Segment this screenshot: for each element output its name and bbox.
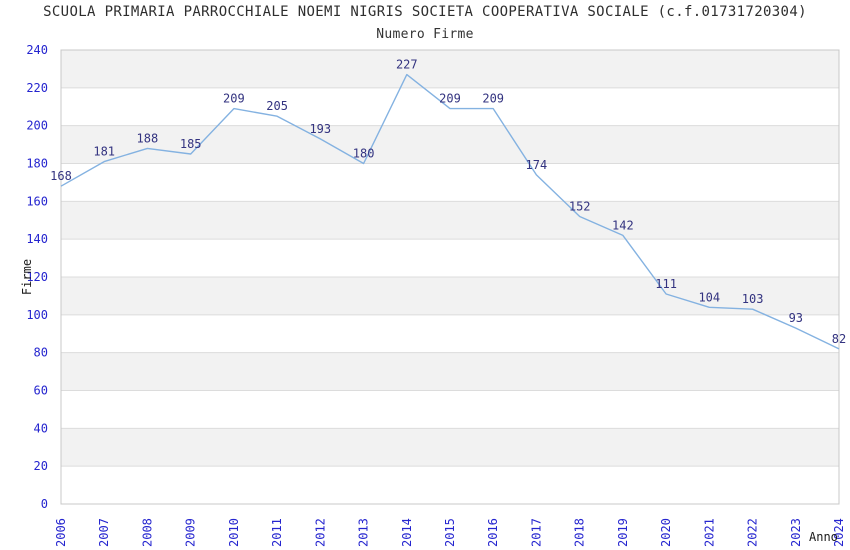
svg-text:80: 80 — [34, 346, 48, 360]
svg-text:188: 188 — [137, 131, 159, 145]
svg-text:185: 185 — [180, 137, 202, 151]
svg-text:2020: 2020 — [659, 518, 673, 547]
svg-text:103: 103 — [742, 292, 764, 306]
svg-text:193: 193 — [309, 122, 331, 136]
svg-text:220: 220 — [26, 81, 48, 95]
svg-text:152: 152 — [569, 200, 591, 214]
svg-text:93: 93 — [789, 311, 803, 325]
svg-text:2006: 2006 — [54, 518, 68, 547]
svg-text:168: 168 — [50, 169, 72, 183]
svg-text:100: 100 — [26, 308, 48, 322]
svg-text:82: 82 — [832, 332, 846, 346]
svg-text:2016: 2016 — [486, 518, 500, 547]
svg-text:205: 205 — [266, 99, 288, 113]
svg-text:180: 180 — [353, 147, 375, 161]
svg-text:2015: 2015 — [443, 518, 457, 547]
svg-text:2023: 2023 — [789, 518, 803, 547]
svg-text:2017: 2017 — [529, 518, 543, 547]
chart-title: SCUOLA PRIMARIA PARROCCHIALE NOEMI NIGRI… — [43, 4, 807, 20]
svg-text:40: 40 — [34, 421, 48, 435]
svg-text:240: 240 — [26, 43, 48, 57]
svg-text:209: 209 — [223, 92, 245, 106]
svg-text:60: 60 — [34, 384, 48, 398]
svg-text:2014: 2014 — [400, 518, 414, 547]
svg-text:160: 160 — [26, 194, 48, 208]
svg-text:111: 111 — [655, 277, 677, 291]
svg-text:227: 227 — [396, 58, 418, 72]
svg-text:20: 20 — [34, 459, 48, 473]
svg-text:142: 142 — [612, 218, 634, 232]
svg-text:209: 209 — [482, 92, 504, 106]
svg-text:2010: 2010 — [227, 518, 241, 547]
svg-text:2024: 2024 — [832, 518, 846, 547]
svg-text:2009: 2009 — [184, 518, 198, 547]
svg-text:2022: 2022 — [746, 518, 760, 547]
svg-text:140: 140 — [26, 232, 48, 246]
svg-text:2012: 2012 — [313, 518, 327, 547]
svg-text:174: 174 — [526, 158, 548, 172]
y-axis-label: Firme — [20, 258, 35, 296]
svg-text:2011: 2011 — [270, 518, 284, 547]
svg-text:200: 200 — [26, 119, 48, 133]
svg-text:2008: 2008 — [140, 518, 154, 547]
svg-text:0: 0 — [41, 497, 48, 511]
svg-text:180: 180 — [26, 157, 48, 171]
svg-text:2019: 2019 — [616, 518, 630, 547]
svg-text:120: 120 — [26, 270, 48, 284]
svg-text:209: 209 — [439, 92, 461, 106]
svg-text:2018: 2018 — [573, 518, 587, 547]
svg-text:2007: 2007 — [97, 518, 111, 547]
svg-text:2013: 2013 — [357, 518, 371, 547]
svg-text:181: 181 — [93, 145, 115, 159]
chart-subtitle: Numero Firme — [376, 27, 474, 42]
x-axis-label: Anno — [809, 530, 838, 544]
svg-text:2021: 2021 — [702, 518, 716, 547]
svg-text:104: 104 — [698, 290, 720, 304]
